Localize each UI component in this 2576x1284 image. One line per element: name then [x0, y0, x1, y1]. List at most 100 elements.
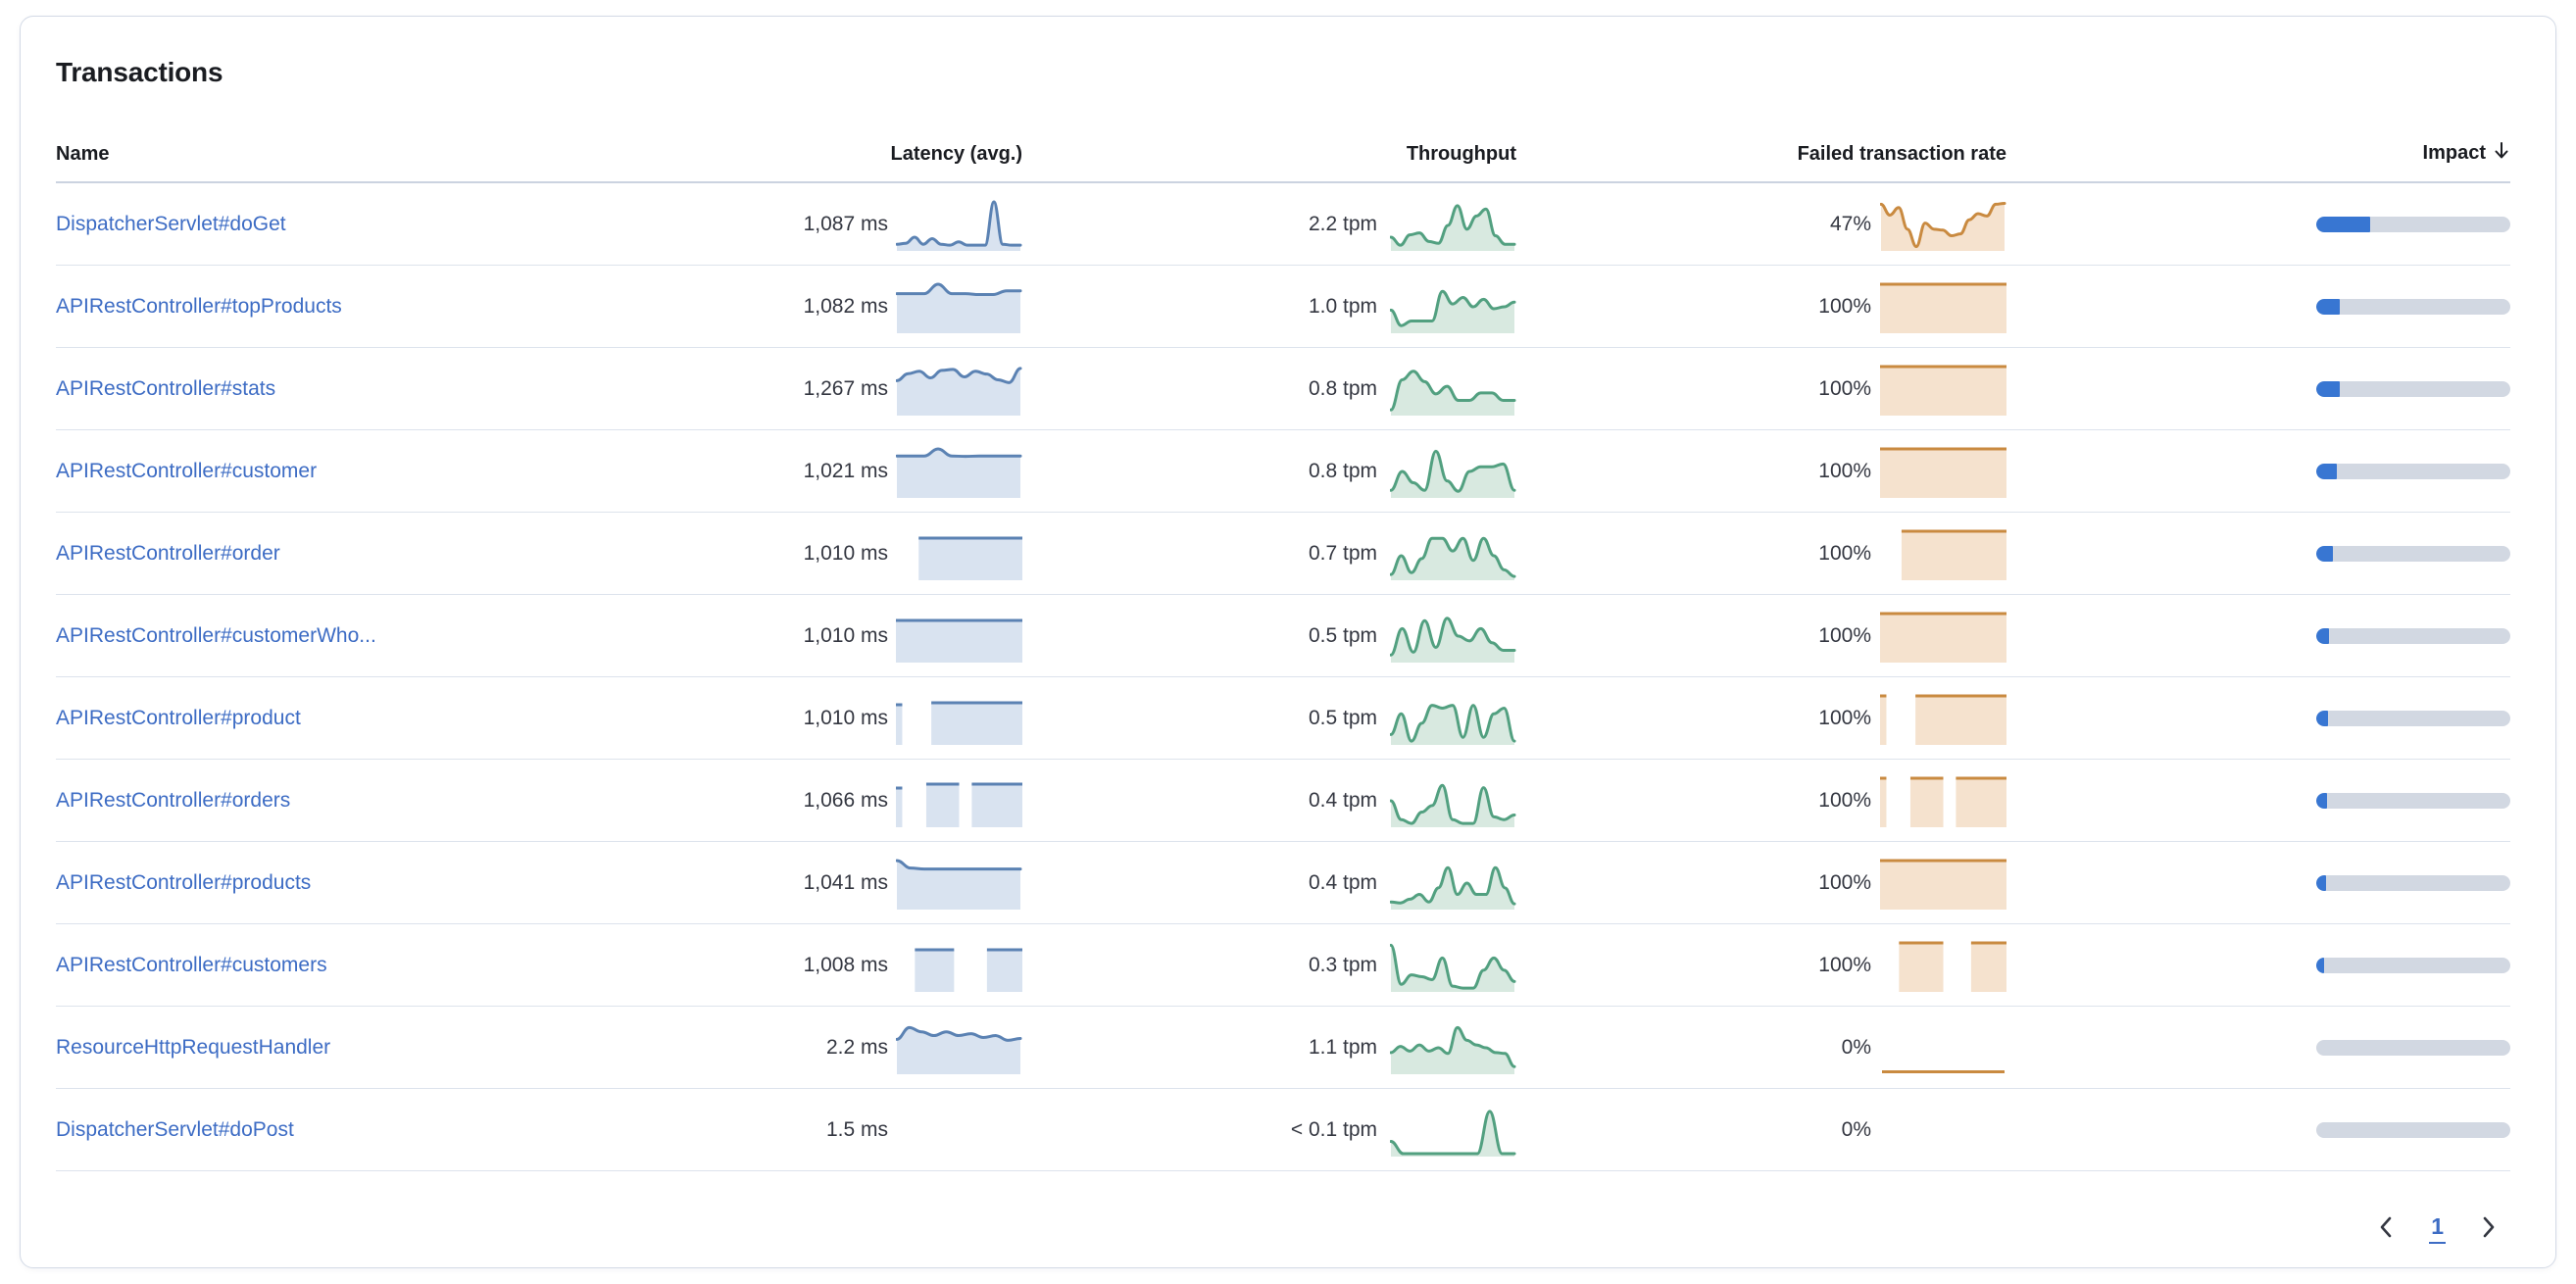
failed-rate-chart [1871, 608, 2006, 665]
previous-page-button[interactable] [2366, 1209, 2405, 1248]
table-row: DispatcherServlet#doPost 1.5 ms < 0.1 tp… [56, 1089, 2510, 1171]
latency-value: 1,010 ms [803, 623, 888, 647]
page-number-current[interactable]: 1 [2429, 1213, 2446, 1244]
transaction-name-link[interactable]: APIRestController#customerWho... [56, 623, 376, 647]
transaction-name-link[interactable]: APIRestController#orders [56, 788, 291, 812]
failed-rate-chart [1871, 278, 2006, 335]
transaction-name-cell: APIRestController#order [56, 542, 663, 566]
next-page-button[interactable] [2469, 1209, 2508, 1248]
latency-sparkline [888, 937, 1022, 994]
failed-rate-chart [1871, 443, 2006, 500]
failed-rate-value: 47% [1829, 212, 1871, 235]
failed-rate-chart [1871, 690, 2006, 747]
impact-bar-fill [2316, 380, 2340, 397]
impact-bar-fill [2316, 957, 2325, 973]
latency-value: 1,267 ms [803, 376, 888, 400]
impact-bar-track [2316, 1121, 2510, 1138]
transaction-name-link[interactable]: APIRestController#topProducts [56, 294, 342, 318]
impact-bar [2006, 1121, 2510, 1138]
transaction-name-cell: APIRestController#stats [56, 377, 663, 401]
latency-sparkline [888, 525, 1022, 582]
table-row: APIRestController#product 1,010 ms 0.5 t… [56, 677, 2510, 760]
throughput-value: 0.5 tpm [1308, 706, 1377, 729]
impact-bar-fill [2316, 710, 2328, 726]
failed-rate-value: 100% [1818, 623, 1871, 647]
throughput-value: 1.1 tpm [1308, 1035, 1377, 1059]
column-header-throughput[interactable]: Throughput [1406, 143, 1516, 165]
latency-sparkline [888, 690, 1022, 747]
throughput-value: 0.3 tpm [1308, 953, 1377, 976]
throughput-value: 0.8 tpm [1308, 376, 1377, 400]
latency-value: 1,066 ms [803, 788, 888, 812]
table-row: APIRestController#customerWho... 1,010 m… [56, 595, 2510, 677]
latency-sparkline [888, 608, 1022, 665]
throughput-value: 0.4 tpm [1308, 788, 1377, 812]
transaction-name-cell: APIRestController#topProducts [56, 295, 663, 319]
table-row: APIRestController#order 1,010 ms 0.7 tpm… [56, 513, 2510, 595]
latency-value: 1,010 ms [803, 541, 888, 565]
latency-sparkline [888, 1019, 1022, 1076]
throughput-value: 1.0 tpm [1308, 294, 1377, 318]
transaction-name-link[interactable]: DispatcherServlet#doPost [56, 1117, 294, 1141]
latency-value: 1.5 ms [825, 1117, 888, 1141]
failed-rate-chart [1871, 196, 2006, 253]
column-header-impact[interactable]: Impact [2006, 140, 2510, 181]
latency-value: 1,008 ms [803, 953, 888, 976]
transaction-name-link[interactable]: APIRestController#order [56, 541, 280, 565]
failed-rate-value: 100% [1818, 870, 1871, 894]
latency-value: 1,010 ms [803, 706, 888, 729]
throughput-sparkline [1377, 855, 1516, 912]
transaction-name-link[interactable]: APIRestController#customers [56, 953, 327, 976]
column-header-failed-rate[interactable]: Failed transaction rate [1797, 143, 2006, 165]
table-row: APIRestController#stats 1,267 ms 0.8 tpm… [56, 348, 2510, 430]
failed-rate-chart [1871, 361, 2006, 418]
throughput-sparkline [1377, 443, 1516, 500]
impact-bar-fill [2316, 216, 2371, 232]
throughput-value: 0.7 tpm [1308, 541, 1377, 565]
impact-bar-track [2316, 1039, 2510, 1056]
transaction-name-link[interactable]: APIRestController#stats [56, 376, 276, 400]
impact-bar-fill [2316, 627, 2329, 644]
transaction-name-link[interactable]: DispatcherServlet#doGet [56, 212, 286, 235]
table-header-row: Name Latency (avg.) Throughput Failed tr… [56, 119, 2510, 183]
transaction-name-link[interactable]: APIRestController#products [56, 870, 312, 894]
throughput-sparkline [1377, 1019, 1516, 1076]
table-row: APIRestController#orders 1,066 ms 0.4 tp… [56, 760, 2510, 842]
transaction-name-cell: DispatcherServlet#doPost [56, 1118, 663, 1142]
failed-rate-value: 100% [1818, 953, 1871, 976]
transaction-name-link[interactable]: APIRestController#customer [56, 459, 318, 482]
failed-rate-chart [1871, 855, 2006, 912]
impact-bar [2006, 298, 2510, 315]
impact-bar-track [2316, 216, 2510, 232]
throughput-value: 0.4 tpm [1308, 870, 1377, 894]
latency-sparkline [888, 443, 1022, 500]
failed-rate-value: 100% [1818, 788, 1871, 812]
latency-value: 1,021 ms [803, 459, 888, 482]
impact-bar [2006, 545, 2510, 562]
latency-value: 2.2 ms [825, 1035, 888, 1059]
throughput-sparkline [1377, 1102, 1516, 1159]
transaction-name-cell: DispatcherServlet#doGet [56, 213, 663, 236]
throughput-sparkline [1377, 937, 1516, 994]
impact-bar-track [2316, 710, 2510, 726]
transaction-name-link[interactable]: APIRestController#product [56, 706, 301, 729]
impact-bar [2006, 380, 2510, 397]
throughput-value: 0.8 tpm [1308, 459, 1377, 482]
impact-bar-track [2316, 792, 2510, 809]
impact-bar [2006, 874, 2510, 891]
impact-bar [2006, 627, 2510, 644]
latency-sparkline [888, 855, 1022, 912]
impact-bar-fill [2316, 463, 2337, 479]
column-header-latency[interactable]: Latency (avg.) [890, 143, 1022, 165]
column-header-impact-label: Impact [2422, 141, 2486, 164]
failed-rate-value: 0% [1841, 1117, 1871, 1141]
impact-bar-fill [2316, 298, 2340, 315]
sort-desc-arrow-icon [2493, 140, 2510, 168]
table-row: APIRestController#customer 1,021 ms 0.8 … [56, 430, 2510, 513]
table-row: ResourceHttpRequestHandler 2.2 ms 1.1 tp… [56, 1007, 2510, 1089]
column-header-name: Name [56, 143, 110, 165]
transaction-name-link[interactable]: ResourceHttpRequestHandler [56, 1035, 331, 1059]
throughput-sparkline [1377, 361, 1516, 418]
impact-bar [2006, 1039, 2510, 1056]
failed-rate-value: 0% [1841, 1035, 1871, 1059]
